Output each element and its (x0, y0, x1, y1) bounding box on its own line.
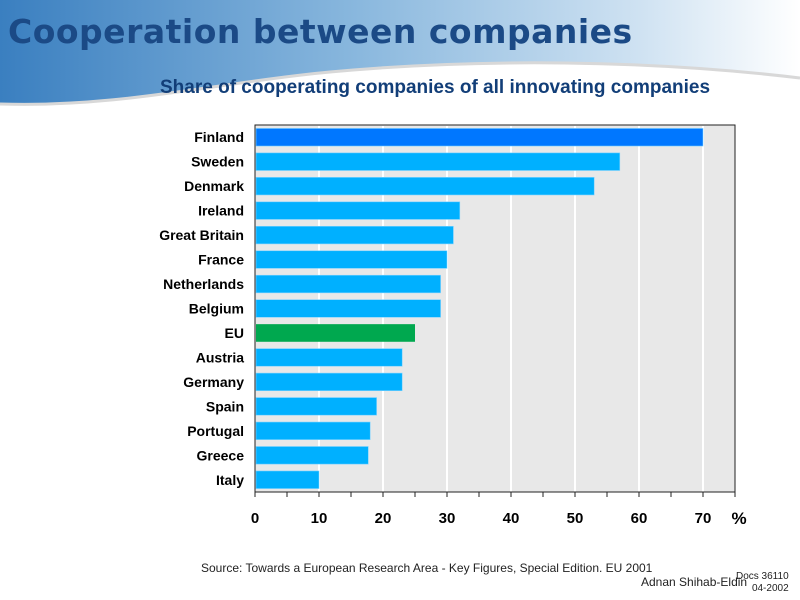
bar-netherlands (255, 274, 441, 294)
bar-ireland (255, 201, 461, 220)
author-name: Adnan Shihab-Eldin (641, 575, 748, 589)
x-axis: 0 10 20 30 40 50 60 70 (251, 491, 736, 527)
category-label: EU (225, 325, 244, 341)
bars (255, 128, 704, 489)
category-label: Netherlands (163, 276, 244, 292)
bar-denmark (255, 177, 595, 196)
bar-belgium (255, 299, 441, 318)
category-label: France (198, 252, 244, 268)
x-tick-label: 50 (567, 510, 584, 527)
page-title: Cooperation between companies (8, 12, 633, 51)
bar-portugal (255, 421, 371, 440)
category-label: Spain (206, 398, 244, 414)
x-axis-unit-label: % (731, 509, 746, 528)
category-label: Ireland (198, 203, 244, 219)
doc-ref-number: Docs 36110 (736, 571, 789, 582)
category-label: Austria (196, 349, 244, 365)
bar-france (255, 250, 448, 269)
x-tick-label: 0 (251, 510, 259, 527)
bar-finland (255, 128, 704, 147)
header-banner (0, 0, 800, 106)
category-labels: Finland Sweden Denmark Ireland Great Britain… (159, 129, 244, 488)
bar-eu (256, 324, 415, 342)
chart-subtitle: Share of cooperating companies of all in… (160, 77, 711, 98)
document-reference: Docs 36110 04-2002 (736, 571, 789, 595)
x-tick-label: 20 (375, 510, 392, 527)
doc-ref-date: 04-2002 (751, 583, 789, 594)
bar-greece (255, 446, 369, 465)
x-tick-label: 30 (439, 510, 456, 527)
bar-sweden (255, 152, 621, 171)
category-label: Portugal (187, 423, 244, 439)
category-label: Sweden (191, 154, 244, 170)
category-label: Italy (216, 472, 244, 488)
category-label: Belgium (189, 301, 244, 317)
category-label: Greece (197, 447, 245, 463)
bar-austria (255, 348, 403, 367)
x-tick-label: 10 (311, 510, 328, 527)
x-tick-label: 60 (631, 510, 648, 527)
bar-italy (255, 470, 320, 489)
source-note: Source: Towards a European Research Area… (201, 561, 653, 575)
category-label: Great Britain (159, 227, 244, 243)
category-label: Germany (183, 374, 244, 390)
x-tick-label: 70 (695, 510, 712, 527)
category-label: Finland (194, 129, 244, 145)
bar-great-britain (255, 225, 454, 245)
category-label: Denmark (184, 178, 244, 194)
bar-germany (255, 372, 403, 392)
bar-spain (255, 397, 377, 416)
x-tick-label: 40 (503, 510, 520, 527)
